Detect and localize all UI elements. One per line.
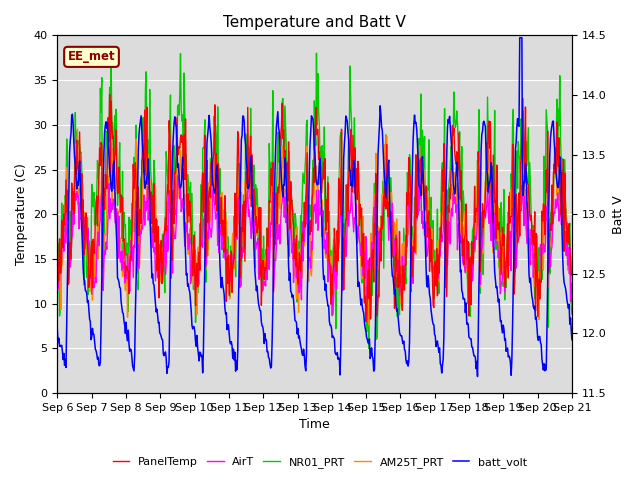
NR01_PRT — [394, 313, 401, 319]
AirT — [54, 271, 61, 276]
NR01_PRT — [116, 194, 124, 200]
AM25T_PRT — [568, 277, 576, 283]
Line: NR01_PRT: NR01_PRT — [58, 53, 572, 348]
AirT — [378, 221, 385, 227]
PanelTemp — [362, 319, 370, 324]
NR01_PRT — [63, 136, 70, 142]
PanelTemp — [378, 226, 386, 231]
Line: AirT: AirT — [58, 166, 572, 315]
PanelTemp — [116, 209, 124, 215]
PanelTemp — [568, 272, 576, 277]
NR01_PRT — [365, 346, 372, 351]
NR01_PRT — [54, 297, 61, 302]
AirT — [416, 163, 424, 168]
batt_volt — [377, 112, 385, 118]
PanelTemp — [196, 267, 204, 273]
batt_volt — [392, 302, 400, 308]
AM25T_PRT — [378, 192, 386, 197]
Legend: PanelTemp, AirT, NR01_PRT, AM25T_PRT, batt_volt: PanelTemp, AirT, NR01_PRT, AM25T_PRT, ba… — [108, 452, 532, 472]
batt_volt — [474, 373, 481, 379]
NR01_PRT — [169, 225, 177, 231]
NR01_PRT — [196, 221, 204, 227]
batt_volt — [54, 328, 61, 334]
Title: Temperature and Batt V: Temperature and Batt V — [223, 15, 406, 30]
NR01_PRT — [568, 311, 576, 317]
batt_volt — [168, 182, 176, 188]
AM25T_PRT — [63, 165, 70, 170]
AM25T_PRT — [394, 235, 401, 241]
AirT — [568, 298, 576, 304]
NR01_PRT — [378, 202, 386, 208]
NR01_PRT — [108, 50, 115, 56]
X-axis label: Time: Time — [300, 419, 330, 432]
PanelTemp — [106, 92, 113, 97]
AirT — [168, 254, 176, 260]
PanelTemp — [54, 265, 61, 271]
Line: PanelTemp: PanelTemp — [58, 95, 572, 322]
batt_volt — [63, 318, 70, 324]
AM25T_PRT — [54, 274, 61, 279]
PanelTemp — [63, 209, 70, 215]
PanelTemp — [169, 207, 177, 213]
AirT — [116, 249, 124, 255]
Line: batt_volt: batt_volt — [58, 38, 572, 376]
Text: EE_met: EE_met — [68, 50, 115, 63]
AM25T_PRT — [116, 236, 124, 242]
Y-axis label: Temperature (C): Temperature (C) — [15, 163, 28, 265]
AirT — [393, 253, 401, 259]
AirT — [195, 252, 203, 258]
AM25T_PRT — [169, 231, 177, 237]
AirT — [63, 220, 70, 226]
Y-axis label: Batt V: Batt V — [612, 195, 625, 234]
AM25T_PRT — [74, 126, 81, 132]
batt_volt — [195, 358, 203, 364]
AM25T_PRT — [196, 262, 204, 268]
Line: AM25T_PRT: AM25T_PRT — [58, 129, 572, 325]
batt_volt — [516, 35, 524, 41]
batt_volt — [568, 337, 576, 343]
PanelTemp — [394, 284, 401, 290]
AM25T_PRT — [365, 322, 372, 328]
AirT — [329, 312, 337, 318]
batt_volt — [116, 285, 124, 290]
